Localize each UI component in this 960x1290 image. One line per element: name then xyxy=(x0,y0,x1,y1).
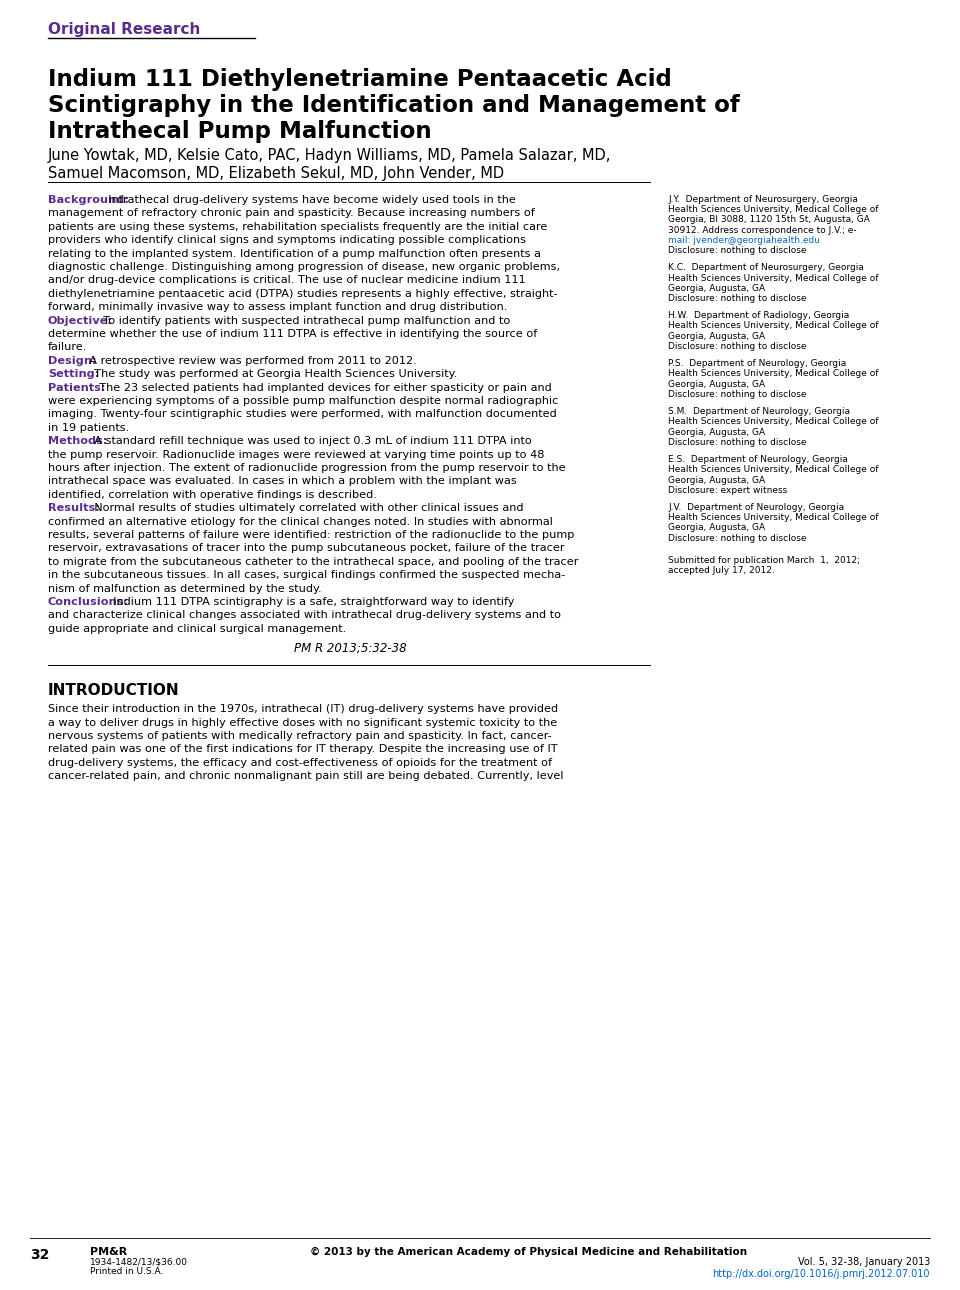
Text: K.C.  Department of Neurosurgery, Georgia: K.C. Department of Neurosurgery, Georgia xyxy=(668,263,864,272)
Text: PM&R: PM&R xyxy=(90,1247,128,1256)
Text: Patients:: Patients: xyxy=(48,383,106,392)
Text: hours after injection. The extent of radionuclide progression from the pump rese: hours after injection. The extent of rad… xyxy=(48,463,565,473)
Text: imaging. Twenty-four scintigraphic studies were performed, with malfunction docu: imaging. Twenty-four scintigraphic studi… xyxy=(48,409,557,419)
Text: A retrospective review was performed from 2011 to 2012.: A retrospective review was performed fro… xyxy=(82,356,417,366)
Text: 32: 32 xyxy=(30,1247,49,1262)
Text: Disclosure: nothing to disclose: Disclosure: nothing to disclose xyxy=(668,342,806,351)
Text: guide appropriate and clinical surgical management.: guide appropriate and clinical surgical … xyxy=(48,624,347,633)
Text: Setting:: Setting: xyxy=(48,369,99,379)
Text: Submitted for publication March  1,  2012;: Submitted for publication March 1, 2012; xyxy=(668,556,860,565)
Text: confirmed an alternative etiology for the clinical changes noted. In studies wit: confirmed an alternative etiology for th… xyxy=(48,516,553,526)
Text: © 2013 by the American Academy of Physical Medicine and Rehabilitation: © 2013 by the American Academy of Physic… xyxy=(310,1247,747,1256)
Text: mail: jvender@georgiahealth.edu: mail: jvender@georgiahealth.edu xyxy=(668,236,820,245)
Text: E.S.  Department of Neurology, Georgia: E.S. Department of Neurology, Georgia xyxy=(668,455,848,464)
Text: June Yowtak, MD, Kelsie Cato, PAC, Hadyn Williams, MD, Pamela Salazar, MD,: June Yowtak, MD, Kelsie Cato, PAC, Hadyn… xyxy=(48,148,612,163)
Text: relating to the implanted system. Identification of a pump malfunction often pre: relating to the implanted system. Identi… xyxy=(48,249,541,258)
Text: Since their introduction in the 1970s, intrathecal (IT) drug-delivery systems ha: Since their introduction in the 1970s, i… xyxy=(48,704,558,715)
Text: Disclosure: nothing to disclose: Disclosure: nothing to disclose xyxy=(668,246,806,255)
Text: Disclosure: nothing to disclose: Disclosure: nothing to disclose xyxy=(668,390,806,399)
Text: Health Sciences University, Medical College of: Health Sciences University, Medical Coll… xyxy=(668,513,878,522)
Text: to migrate from the subcutaneous catheter to the intrathecal space, and pooling : to migrate from the subcutaneous cathete… xyxy=(48,557,578,566)
Text: drug-delivery systems, the efficacy and cost-effectiveness of opioids for the tr: drug-delivery systems, the efficacy and … xyxy=(48,757,552,768)
Text: Intrathecal drug-delivery systems have become widely used tools in the: Intrathecal drug-delivery systems have b… xyxy=(102,195,516,205)
Text: and characterize clinical changes associated with intrathecal drug-delivery syst: and characterize clinical changes associ… xyxy=(48,610,561,620)
Text: reservoir, extravasations of tracer into the pump subcutaneous pocket, failure o: reservoir, extravasations of tracer into… xyxy=(48,543,564,553)
Text: 1934-1482/13/$36.00: 1934-1482/13/$36.00 xyxy=(90,1256,188,1265)
Text: management of refractory chronic pain and spasticity. Because increasing numbers: management of refractory chronic pain an… xyxy=(48,209,535,218)
Text: Original Research: Original Research xyxy=(48,22,201,37)
Text: Vol. 5, 32-38, January 2013: Vol. 5, 32-38, January 2013 xyxy=(798,1256,930,1267)
Text: accepted July 17, 2012.: accepted July 17, 2012. xyxy=(668,566,775,575)
Text: The 23 selected patients had implanted devices for either spasticity or pain and: The 23 selected patients had implanted d… xyxy=(91,383,551,392)
Text: Georgia, Augusta, GA: Georgia, Augusta, GA xyxy=(668,332,765,341)
Text: determine whether the use of indium 111 DTPA is effective in identifying the sou: determine whether the use of indium 111 … xyxy=(48,329,538,339)
Text: forward, minimally invasive way to assess implant function and drug distribution: forward, minimally invasive way to asses… xyxy=(48,302,508,312)
Text: Disclosure: nothing to disclose: Disclosure: nothing to disclose xyxy=(668,437,806,446)
Text: Scintigraphy in the Identification and Management of: Scintigraphy in the Identification and M… xyxy=(48,94,740,117)
Text: nervous systems of patients with medically refractory pain and spasticity. In fa: nervous systems of patients with medical… xyxy=(48,731,552,740)
Text: patients are using these systems, rehabilitation specialists frequently are the : patients are using these systems, rehabi… xyxy=(48,222,547,232)
Text: Disclosure: nothing to disclose: Disclosure: nothing to disclose xyxy=(668,534,806,543)
Text: cancer-related pain, and chronic nonmalignant pain still are being debated. Curr: cancer-related pain, and chronic nonmali… xyxy=(48,771,564,782)
Text: Methods:: Methods: xyxy=(48,436,108,446)
Text: INTRODUCTION: INTRODUCTION xyxy=(48,684,180,698)
Text: Design:: Design: xyxy=(48,356,97,366)
Text: diagnostic challenge. Distinguishing among progression of disease, new organic p: diagnostic challenge. Distinguishing amo… xyxy=(48,262,560,272)
Text: A standard refill technique was used to inject 0.3 mL of indium 111 DTPA into: A standard refill technique was used to … xyxy=(86,436,532,446)
Text: failure.: failure. xyxy=(48,342,87,352)
Text: Disclosure: nothing to disclose: Disclosure: nothing to disclose xyxy=(668,294,806,303)
Text: Disclosure: expert witness: Disclosure: expert witness xyxy=(668,486,787,494)
Text: Printed in U.S.A.: Printed in U.S.A. xyxy=(90,1267,163,1276)
Text: Normal results of studies ultimately correlated with other clinical issues and: Normal results of studies ultimately cor… xyxy=(86,503,523,513)
Text: nism of malfunction as determined by the study.: nism of malfunction as determined by the… xyxy=(48,583,322,593)
Text: Health Sciences University, Medical College of: Health Sciences University, Medical Coll… xyxy=(668,418,878,427)
Text: in the subcutaneous tissues. In all cases, surgical findings confirmed the suspe: in the subcutaneous tissues. In all case… xyxy=(48,570,565,580)
Text: Health Sciences University, Medical College of: Health Sciences University, Medical Coll… xyxy=(668,369,878,378)
Text: Georgia, Augusta, GA: Georgia, Augusta, GA xyxy=(668,524,765,533)
Text: 30912. Address correspondence to J.V.; e-: 30912. Address correspondence to J.V.; e… xyxy=(668,226,856,235)
Text: To identify patients with suspected intrathecal pump malfunction and to: To identify patients with suspected intr… xyxy=(97,316,511,325)
Text: were experiencing symptoms of a possible pump malfunction despite normal radiogr: were experiencing symptoms of a possible… xyxy=(48,396,559,406)
Text: diethylenetriamine pentaacetic acid (DTPA) studies represents a highly effective: diethylenetriamine pentaacetic acid (DTP… xyxy=(48,289,558,299)
Text: PM R 2013;5:32-38: PM R 2013;5:32-38 xyxy=(294,641,406,654)
Text: Health Sciences University, Medical College of: Health Sciences University, Medical Coll… xyxy=(668,321,878,330)
Text: Conclusions:: Conclusions: xyxy=(48,597,129,608)
Text: Indium 111 DTPA scintigraphy is a safe, straightforward way to identify: Indium 111 DTPA scintigraphy is a safe, … xyxy=(107,597,515,608)
Text: J.V.  Department of Neurology, Georgia: J.V. Department of Neurology, Georgia xyxy=(668,503,844,512)
Text: Health Sciences University, Medical College of: Health Sciences University, Medical Coll… xyxy=(668,273,878,283)
Text: Georgia, Augusta, GA: Georgia, Augusta, GA xyxy=(668,427,765,436)
Text: related pain was one of the first indications for IT therapy. Despite the increa: related pain was one of the first indica… xyxy=(48,744,558,755)
Text: Georgia, Bl 3088, 1120 15th St, Augusta, GA: Georgia, Bl 3088, 1120 15th St, Augusta,… xyxy=(668,215,870,224)
Text: a way to deliver drugs in highly effective doses with no significant systemic to: a way to deliver drugs in highly effecti… xyxy=(48,717,557,728)
Text: The study was performed at Georgia Health Sciences University.: The study was performed at Georgia Healt… xyxy=(86,369,457,379)
Text: the pump reservoir. Radionuclide images were reviewed at varying time points up : the pump reservoir. Radionuclide images … xyxy=(48,450,544,459)
Text: Intrathecal Pump Malfunction: Intrathecal Pump Malfunction xyxy=(48,120,432,143)
Text: Georgia, Augusta, GA: Georgia, Augusta, GA xyxy=(668,379,765,388)
Text: Indium 111 Diethylenetriamine Pentaacetic Acid: Indium 111 Diethylenetriamine Pentaaceti… xyxy=(48,68,672,92)
Text: J.Y.  Department of Neurosurgery, Georgia: J.Y. Department of Neurosurgery, Georgia xyxy=(668,195,858,204)
Text: Georgia, Augusta, GA: Georgia, Augusta, GA xyxy=(668,476,765,485)
Text: Objective:: Objective: xyxy=(48,316,113,325)
Text: Georgia, Augusta, GA: Georgia, Augusta, GA xyxy=(668,284,765,293)
Text: Health Sciences University, Medical College of: Health Sciences University, Medical Coll… xyxy=(668,466,878,475)
Text: H.W.  Department of Radiology, Georgia: H.W. Department of Radiology, Georgia xyxy=(668,311,850,320)
Text: Health Sciences University, Medical College of: Health Sciences University, Medical Coll… xyxy=(668,205,878,214)
Text: Samuel Macomson, MD, Elizabeth Sekul, MD, John Vender, MD: Samuel Macomson, MD, Elizabeth Sekul, MD… xyxy=(48,166,504,181)
Text: intrathecal space was evaluated. In cases in which a problem with the implant wa: intrathecal space was evaluated. In case… xyxy=(48,476,516,486)
Text: Results:: Results: xyxy=(48,503,100,513)
Text: http://dx.doi.org/10.1016/j.pmrj.2012.07.010: http://dx.doi.org/10.1016/j.pmrj.2012.07… xyxy=(712,1269,930,1278)
Text: Background:: Background: xyxy=(48,195,129,205)
Text: S.M.  Department of Neurology, Georgia: S.M. Department of Neurology, Georgia xyxy=(668,408,850,417)
Text: in 19 patients.: in 19 patients. xyxy=(48,423,130,433)
Text: identified, correlation with operative findings is described.: identified, correlation with operative f… xyxy=(48,490,377,499)
Text: results, several patterns of failure were identified: restriction of the radionu: results, several patterns of failure wer… xyxy=(48,530,574,541)
Text: and/or drug-device complications is critical. The use of nuclear medicine indium: and/or drug-device complications is crit… xyxy=(48,275,526,285)
Text: providers who identify clinical signs and symptoms indicating possible complicat: providers who identify clinical signs an… xyxy=(48,235,526,245)
Text: P.S.  Department of Neurology, Georgia: P.S. Department of Neurology, Georgia xyxy=(668,359,847,368)
